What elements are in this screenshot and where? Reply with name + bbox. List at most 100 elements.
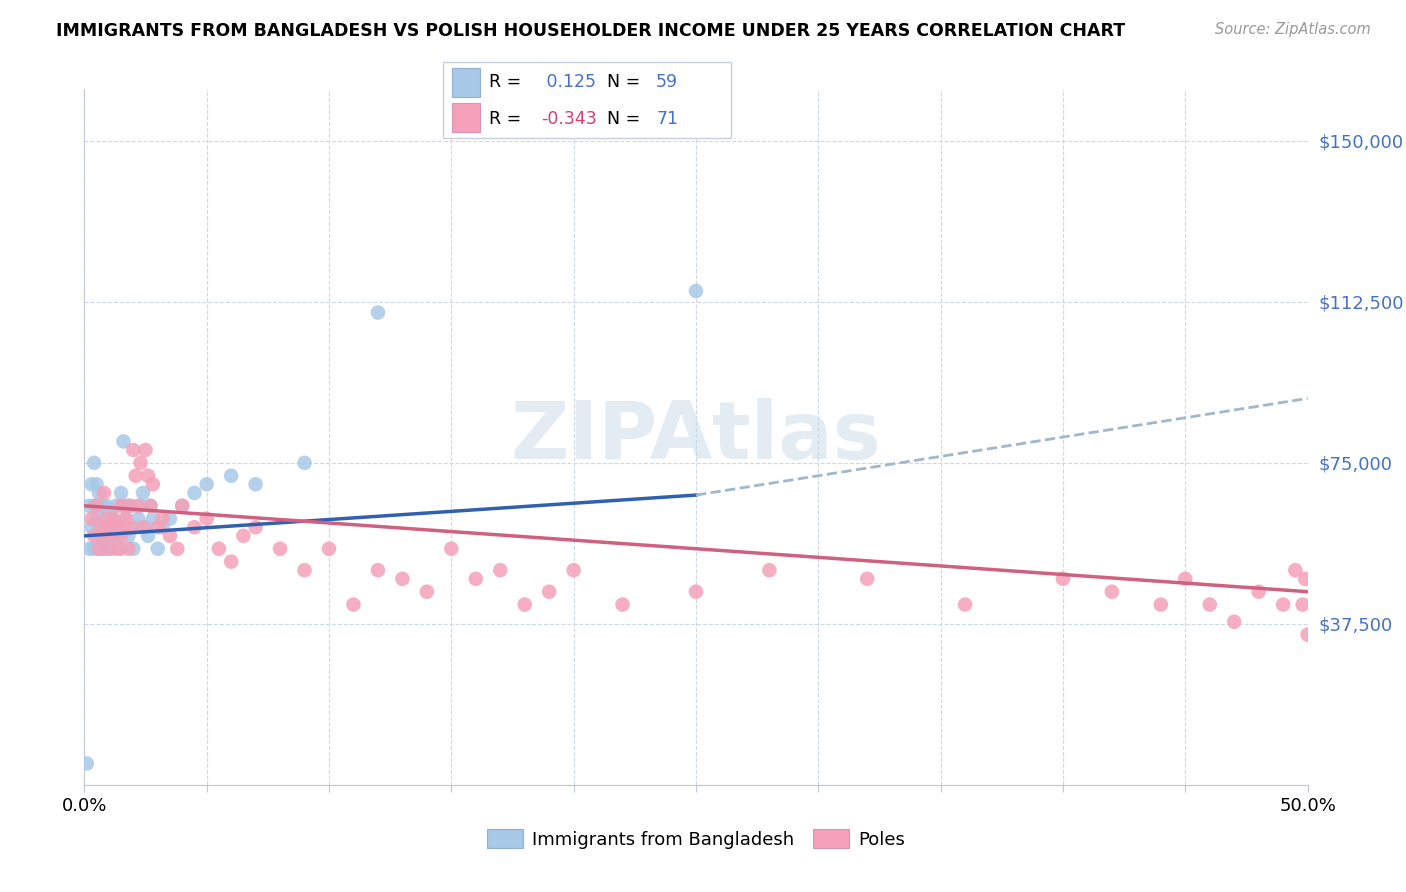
Point <box>105 520 128 534</box>
Point <box>139 499 162 513</box>
Point <box>152 511 174 525</box>
Bar <box>451 103 481 132</box>
Point <box>342 598 364 612</box>
Point <box>105 499 128 513</box>
Point <box>83 456 105 470</box>
FancyBboxPatch shape <box>443 62 731 138</box>
Point <box>367 563 389 577</box>
Text: Source: ZipAtlas.com: Source: ZipAtlas.com <box>1215 22 1371 37</box>
Point <box>135 442 157 457</box>
Point <box>125 520 148 534</box>
Point <box>96 499 118 513</box>
Point <box>1272 598 1295 612</box>
Point <box>489 563 512 577</box>
Point <box>245 477 267 491</box>
Point <box>117 529 139 543</box>
Point <box>76 756 98 771</box>
Point <box>77 499 100 513</box>
Point <box>195 477 218 491</box>
Point <box>110 499 132 513</box>
Point <box>219 555 242 569</box>
Point <box>83 541 105 556</box>
Point <box>110 486 132 500</box>
Point <box>1150 598 1173 612</box>
Text: N =: N = <box>607 110 645 128</box>
Point <box>132 486 155 500</box>
Point <box>127 499 149 513</box>
Point <box>100 511 122 525</box>
Point <box>245 520 267 534</box>
Point <box>105 529 128 543</box>
Point <box>142 511 165 525</box>
Point <box>269 541 291 556</box>
Point <box>97 541 120 556</box>
Point <box>87 541 110 556</box>
Point <box>183 486 205 500</box>
Point <box>294 563 316 577</box>
Point <box>538 584 561 599</box>
Point <box>125 468 148 483</box>
Point <box>112 499 135 513</box>
Point <box>1296 627 1319 641</box>
Point <box>129 499 152 513</box>
Point <box>132 520 155 534</box>
Point <box>83 529 105 543</box>
Point <box>97 520 120 534</box>
Point <box>685 284 707 298</box>
Point <box>112 434 135 449</box>
Point <box>139 499 162 513</box>
Text: -0.343: -0.343 <box>541 110 596 128</box>
Point <box>90 520 112 534</box>
Point <box>86 477 108 491</box>
Point <box>115 511 138 525</box>
Point <box>146 541 169 556</box>
Point <box>1198 598 1220 612</box>
Point <box>93 529 115 543</box>
Point <box>112 520 135 534</box>
Point <box>195 511 218 525</box>
Text: 0.125: 0.125 <box>541 73 596 91</box>
Point <box>107 520 129 534</box>
Point <box>1294 572 1316 586</box>
Point <box>122 442 145 457</box>
Point <box>159 529 181 543</box>
Point <box>93 511 115 525</box>
Point <box>115 511 138 525</box>
Point <box>97 541 120 556</box>
Point <box>77 541 100 556</box>
Point <box>159 511 181 525</box>
Point <box>856 572 879 586</box>
Point <box>1101 584 1123 599</box>
Point <box>136 468 159 483</box>
Point <box>100 529 122 543</box>
Point <box>562 563 585 577</box>
Point <box>318 541 340 556</box>
Point <box>110 541 132 556</box>
Point <box>87 520 110 534</box>
Text: ZIPAtlas: ZIPAtlas <box>510 398 882 476</box>
Point <box>183 520 205 534</box>
Point <box>107 541 129 556</box>
Point <box>440 541 463 556</box>
Text: N =: N = <box>607 73 645 91</box>
Point <box>142 477 165 491</box>
Point <box>146 520 169 534</box>
Point <box>513 598 536 612</box>
Point <box>117 541 139 556</box>
Point <box>90 520 112 534</box>
Point <box>685 584 707 599</box>
Point <box>1174 572 1197 586</box>
Text: IMMIGRANTS FROM BANGLADESH VS POLISH HOUSEHOLDER INCOME UNDER 25 YEARS CORRELATI: IMMIGRANTS FROM BANGLADESH VS POLISH HOU… <box>56 22 1125 40</box>
Point <box>172 499 194 513</box>
Point <box>219 468 242 483</box>
Point <box>416 584 439 599</box>
Point <box>93 529 115 543</box>
Point <box>135 520 157 534</box>
Point <box>86 529 108 543</box>
Point <box>294 456 316 470</box>
Point <box>612 598 634 612</box>
Point <box>1284 563 1306 577</box>
Point <box>120 520 142 534</box>
Point <box>80 520 103 534</box>
Text: R =: R = <box>489 110 527 128</box>
